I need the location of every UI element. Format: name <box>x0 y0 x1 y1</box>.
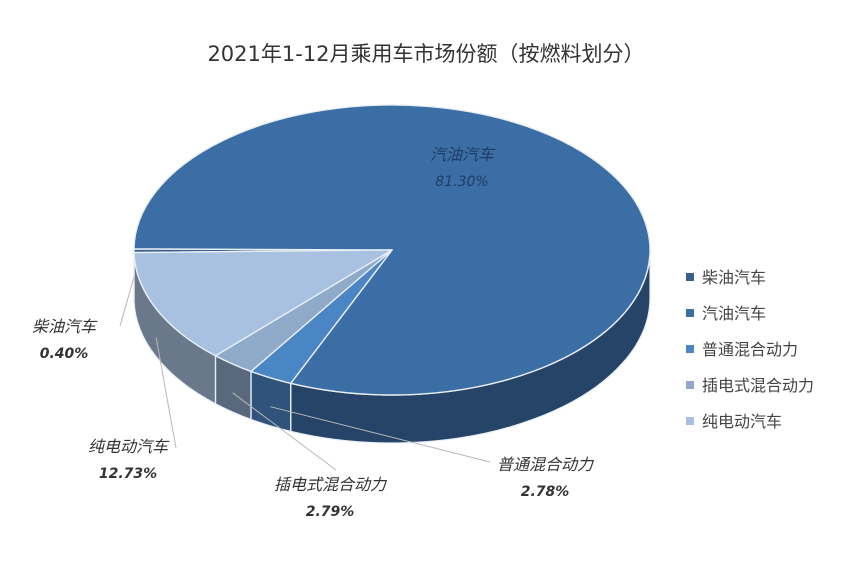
legend-swatch-4 <box>686 381 694 389</box>
legend-label-1: 柴油汽车 <box>702 268 766 287</box>
slice-4-name-label: 插电式混合动力 <box>274 475 388 494</box>
slice-2-value-label: 81.30% <box>435 174 488 190</box>
legend-swatch-2 <box>686 309 694 317</box>
chart-title: 2021年1-12月乘用车市场份额（按燃料划分） <box>207 42 645 66</box>
slice-3-value-label: 2.78% <box>521 484 570 500</box>
slice-3-name-label: 普通混合动力 <box>497 455 595 474</box>
slice-3-leader <box>270 406 491 463</box>
legend-label-3: 普通混合动力 <box>702 340 798 359</box>
slice-5-leader <box>155 337 177 449</box>
leader-lines <box>119 276 491 471</box>
legend-swatch-3 <box>686 345 694 353</box>
slice-5-top <box>133 249 393 357</box>
slice-labels: 柴油汽车 0.40% 汽油汽车 81.30% 普通混合动力 2.78% 插电式混合动力 2.7… <box>32 145 595 520</box>
legend-swatch-1 <box>686 273 694 281</box>
slice-5-name-label: 纯电动汽车 <box>88 437 170 456</box>
slice-4-leader <box>232 392 337 471</box>
legend-label-4: 插电式混合动力 <box>702 376 814 395</box>
pie-tops <box>133 104 651 396</box>
slice-1-value-label: 0.40% <box>40 346 89 362</box>
legend-label-2: 汽油汽车 <box>702 304 766 323</box>
slice-1-name-label: 柴油汽车 <box>32 317 98 336</box>
slice-2-name-label: 汽油汽车 <box>430 145 496 164</box>
slice-2-top <box>133 104 651 396</box>
legend-label-5: 纯电动汽车 <box>702 412 782 431</box>
slice-1-leader <box>119 276 135 327</box>
legend-swatch-5 <box>686 417 694 425</box>
slice-5-value-label: 12.73% <box>99 466 157 482</box>
slice-4-value-label: 2.79% <box>306 504 355 520</box>
